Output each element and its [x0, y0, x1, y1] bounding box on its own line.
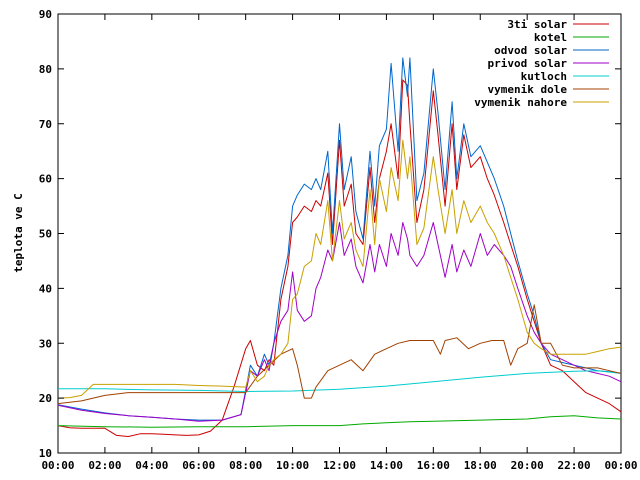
x-tick-label: 08:00 — [229, 459, 262, 472]
x-tick-label: 00:00 — [604, 459, 637, 472]
series-line-kutloch — [58, 370, 622, 392]
series-line-odvod-solar — [57, 57, 622, 421]
x-tick-label: 22:00 — [558, 459, 591, 472]
y-tick-label: 80 — [39, 63, 52, 76]
series-line-vymenik-nahore — [57, 139, 622, 399]
y-tick-label: 70 — [39, 118, 52, 131]
x-tick-label: 04:00 — [135, 459, 168, 472]
y-axis-label: teplota ve C — [12, 193, 25, 272]
series-lines — [57, 57, 622, 437]
y-tick-label: 60 — [39, 173, 52, 186]
x-tick-label: 16:00 — [417, 459, 450, 472]
legend-label-vymenik-dole: vymenik dole — [488, 83, 568, 96]
axis-ticks: 10 20 30 40 50 60 70 80 90 00:00 02:00 04:00 06:00 08… — [39, 8, 638, 472]
x-tick-label: 18:00 — [464, 459, 497, 472]
x-tick-label: 02:00 — [88, 459, 121, 472]
legend-label-3ti-solar: 3ti solar — [507, 18, 567, 31]
y-tick-label: 30 — [39, 337, 52, 350]
series-line-kotel — [57, 415, 622, 428]
legend-label-kotel: kotel — [534, 31, 567, 44]
y-tick-label: 10 — [39, 447, 52, 460]
x-tick-label: 12:00 — [323, 459, 356, 472]
series-line-privod-solar — [57, 222, 622, 422]
y-tick-label: 90 — [39, 8, 52, 21]
x-tick-label: 06:00 — [182, 459, 215, 472]
x-tick-label: 14:00 — [370, 459, 403, 472]
y-tick-label: 20 — [39, 392, 52, 405]
y-tick-label: 40 — [39, 282, 52, 295]
legend-label-privod-solar: privod solar — [488, 57, 568, 70]
x-tick-label: 00:00 — [41, 459, 74, 472]
legend-label-odvod-solar: odvod solar — [494, 44, 567, 57]
x-tick-label: 10:00 — [276, 459, 309, 472]
legend-label-vymenik-nahore: vymenik nahore — [474, 96, 567, 109]
y-tick-label: 50 — [39, 228, 52, 241]
series-line-3ti-solar — [57, 79, 622, 437]
legend-label-kutloch: kutloch — [521, 70, 567, 83]
x-tick-label: 20:00 — [511, 459, 544, 472]
series-line-vymenik-dole — [57, 304, 622, 405]
